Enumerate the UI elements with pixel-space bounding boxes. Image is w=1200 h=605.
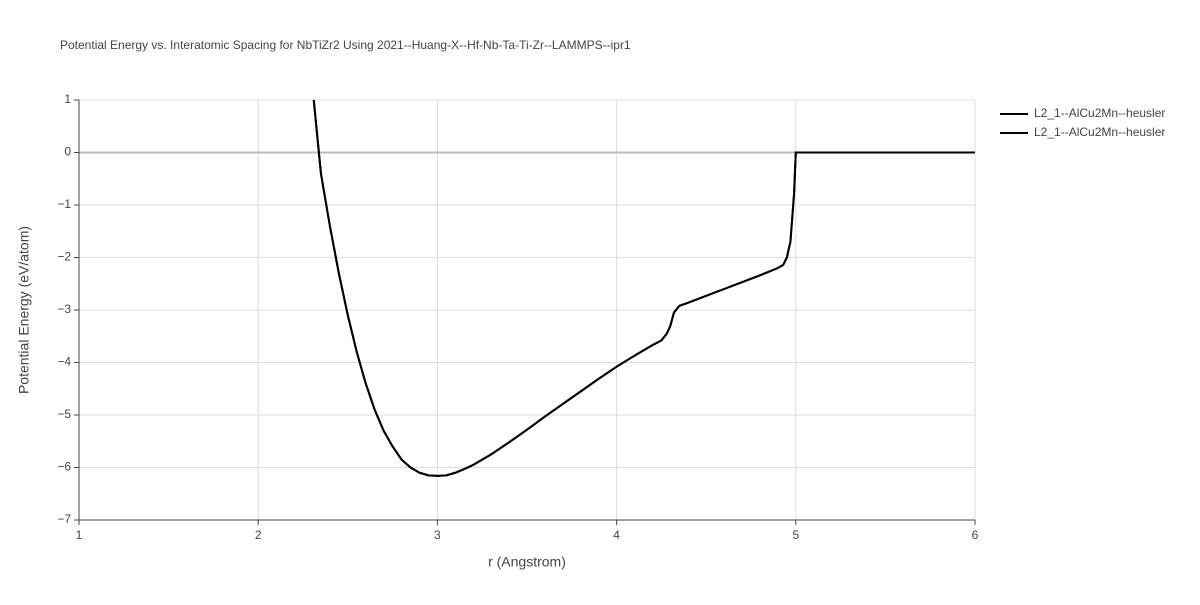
- y-tick-label: −3: [57, 302, 71, 316]
- x-tick-label: 2: [255, 528, 262, 542]
- y-axis-title: Potential Energy (eV/atom): [16, 226, 32, 394]
- y-tick-label: −1: [57, 197, 71, 211]
- y-tick-label: −7: [57, 512, 71, 526]
- y-tick-label: −6: [57, 460, 71, 474]
- y-tick-label: −4: [57, 355, 71, 369]
- chart-title: Potential Energy vs. Interatomic Spacing…: [60, 38, 631, 52]
- legend-label: L2_1--AlCu2Mn--heusler: [1034, 125, 1165, 139]
- y-tick-label: 1: [64, 92, 71, 106]
- series-line: [312, 100, 975, 477]
- plot-area: [312, 100, 975, 477]
- x-tick-label: 3: [434, 528, 441, 542]
- x-tick-label: 1: [76, 528, 83, 542]
- y-tick-label: −5: [57, 407, 71, 421]
- x-tick-label: 6: [972, 528, 979, 542]
- legend-label: L2_1--AlCu2Mn--heusler: [1034, 106, 1165, 120]
- x-tick-label: 4: [613, 528, 620, 542]
- x-tick-label: 5: [792, 528, 799, 542]
- x-axis-title: r (Angstrom): [488, 554, 566, 570]
- series-line: [312, 100, 975, 477]
- y-tick-label: −2: [57, 250, 71, 264]
- y-tick-label: 0: [64, 145, 71, 159]
